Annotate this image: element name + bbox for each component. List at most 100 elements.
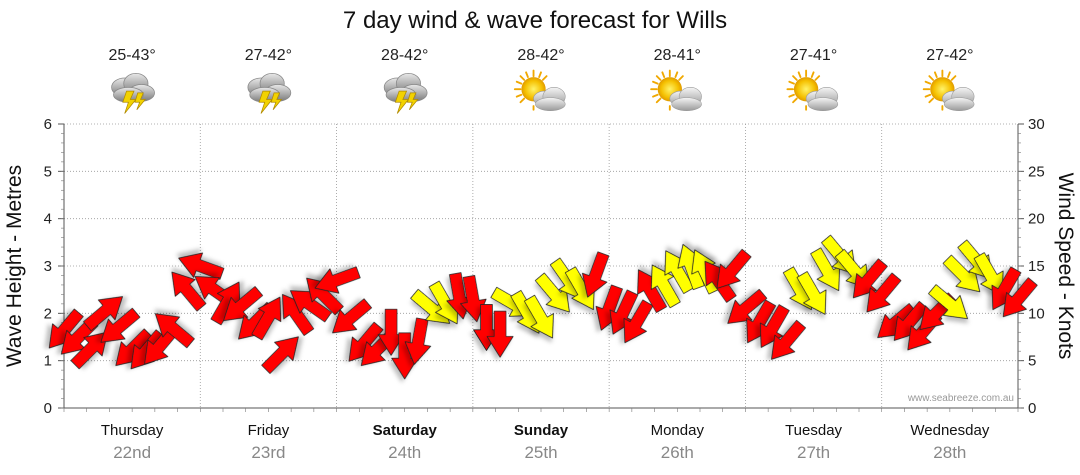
wind-arrow — [796, 271, 827, 315]
wind-arrows — [48, 234, 1038, 380]
day-date-label: 27th — [797, 443, 830, 462]
wind-arrow-shape — [796, 271, 827, 315]
wind-arrow — [261, 336, 299, 374]
weather-icons: 25-43° 27-42° 28-42° 28-42° 28-41° 27-41° 27-4… — [108, 47, 976, 114]
wind-arrow-shape — [100, 307, 141, 343]
day-name-label: Sunday — [514, 422, 569, 439]
sun-cloud-icon — [650, 69, 703, 112]
left-tick-label: 5 — [44, 163, 52, 180]
wind-arrow-shape — [759, 304, 790, 348]
wind-arrow — [486, 310, 514, 358]
wind-arrow-shape — [650, 264, 681, 309]
day-date-label: 28th — [933, 443, 966, 462]
right-tick-label: 25 — [1028, 163, 1045, 180]
storm-icon — [383, 72, 428, 114]
left-tick-label: 4 — [44, 211, 52, 228]
wind-arrow-shape — [582, 251, 610, 298]
wind-arrow — [100, 307, 141, 343]
right-tick-label: 5 — [1028, 353, 1036, 370]
wind-arrow-shape — [178, 252, 225, 280]
left-tick-label: 6 — [44, 116, 52, 133]
wind-arrow — [928, 284, 968, 320]
sun-cloud-icon — [513, 69, 567, 112]
wind-arrow-shape — [460, 275, 487, 323]
wind-arrow — [973, 252, 1004, 296]
wind-arrow-shape — [251, 296, 282, 341]
day-name-label: Friday — [248, 422, 290, 439]
wind-arrow — [83, 296, 123, 332]
storm-icon — [247, 72, 292, 114]
day-name-label: Saturday — [373, 422, 438, 439]
wind-arrow — [404, 317, 432, 365]
wind-arrow-shape — [332, 298, 372, 334]
right-tick-label: 0 — [1028, 400, 1036, 417]
storm-icon — [111, 72, 155, 114]
day-name-label: Monday — [651, 422, 705, 439]
wind-arrow-shape — [623, 299, 654, 344]
wind-arrow-shape — [261, 336, 299, 374]
wind-arrow-shape — [83, 296, 123, 332]
wind-arrow-shape — [154, 313, 195, 349]
right-tick-label: 20 — [1028, 211, 1045, 228]
x-axis-day-labels: Thursday 22nd Friday 23rd Saturday 24th Sunday… — [101, 422, 990, 462]
wind-arrow-shape — [771, 319, 806, 360]
watermark: www.seabreeze.com.au — [907, 393, 1014, 404]
wind-arrow — [852, 258, 888, 299]
wind-arrow — [623, 299, 654, 344]
day-date-label: 24th — [388, 443, 421, 462]
wind-arrow — [70, 331, 108, 370]
sun-cloud-icon — [786, 69, 839, 112]
sun-cloud-icon — [922, 69, 976, 112]
day-date-label: 23rd — [251, 443, 285, 462]
chart-title: 7 day wind & wave forecast for Wills — [343, 7, 727, 34]
wind-arrow — [223, 286, 263, 321]
wind-arrow — [771, 319, 806, 360]
wind-arrow-shape — [171, 271, 207, 312]
left-tick-label: 2 — [44, 305, 52, 322]
day-date-label: 22nd — [113, 443, 151, 462]
wind-arrow — [178, 252, 225, 280]
wind-arrow — [716, 248, 752, 289]
wind-arrow — [332, 298, 372, 334]
wind-arrow-shape — [486, 310, 514, 358]
wind-arrow-shape — [1002, 277, 1038, 318]
wind-arrow — [314, 266, 361, 294]
wind-arrow-shape — [866, 272, 902, 313]
wind-arrow — [251, 296, 282, 341]
wind-arrow-shape — [223, 286, 263, 321]
wind-arrow — [1002, 277, 1038, 318]
wind-arrow — [582, 251, 610, 298]
day-name-label: Tuesday — [785, 422, 842, 439]
wind-arrow-shape — [928, 284, 968, 320]
day-name-label: Thursday — [101, 422, 164, 439]
wind-arrow — [866, 272, 902, 313]
right-tick-label: 30 — [1028, 116, 1045, 133]
right-axis-label: Wind Speed - Knots — [1054, 173, 1077, 360]
wind-arrow-shape — [314, 266, 361, 294]
left-tick-label: 1 — [44, 353, 52, 370]
wind-arrow-shape — [973, 252, 1004, 296]
day-date-label: 25th — [524, 443, 557, 462]
day-temperature: 28-42° — [517, 47, 564, 64]
wind-arrow — [650, 264, 681, 309]
day-temperature: 27-41° — [790, 47, 837, 64]
wind-arrow — [460, 275, 487, 323]
wind-arrow-shape — [727, 288, 768, 324]
wind-arrow — [759, 304, 790, 348]
wind-arrow-shape — [70, 331, 108, 370]
day-temperature: 27-42° — [245, 47, 292, 64]
left-y-axis-ticks: 0 1 2 3 4 5 6 — [44, 116, 1019, 417]
left-tick-label: 0 — [44, 400, 52, 417]
wind-arrow — [154, 313, 195, 349]
day-temperature: 28-42° — [381, 47, 428, 64]
day-name-label: Wednesday — [910, 422, 989, 439]
left-axis-label: Wave Height - Metres — [3, 165, 26, 367]
wind-arrow — [524, 294, 554, 339]
wind-arrow-shape — [852, 258, 888, 299]
wind-arrow — [727, 288, 768, 324]
wind-arrow — [171, 271, 207, 312]
day-temperature: 27-42° — [926, 47, 973, 64]
right-tick-label: 10 — [1028, 305, 1045, 322]
day-temperature: 25-43° — [108, 47, 155, 64]
